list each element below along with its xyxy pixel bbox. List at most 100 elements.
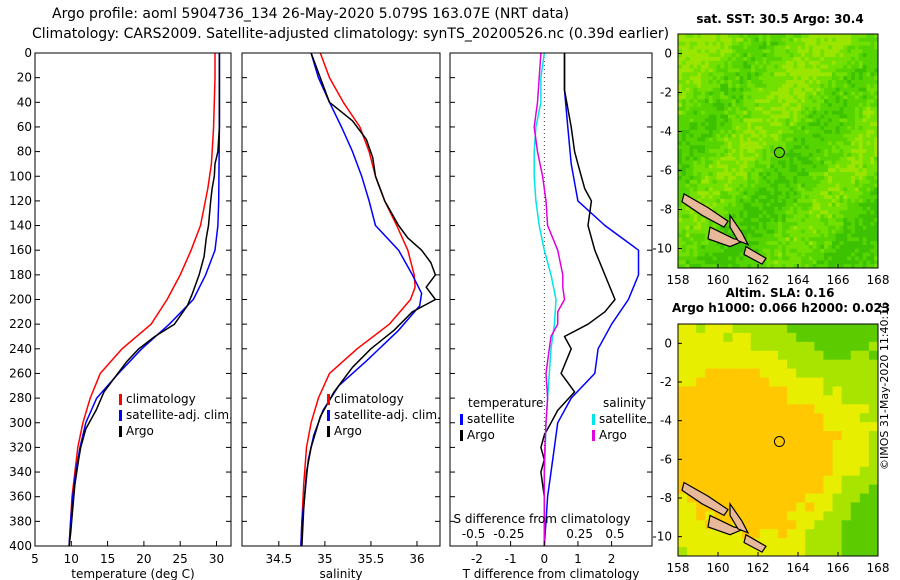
heatmap-cell: [758, 149, 764, 154]
heatmap-cell: [708, 114, 714, 119]
heatmap-cell: [804, 229, 810, 235]
heatmap-cell: [858, 152, 864, 158]
heatmap-cell: [704, 233, 710, 238]
heatmap-cell: [704, 149, 710, 154]
heatmap-cell: [835, 141, 841, 146]
heatmap-cell: [870, 256, 875, 261]
heatmap-cell: [693, 221, 698, 227]
heatmap-cell: [743, 99, 748, 104]
heatmap-cell: [870, 76, 875, 81]
heatmap-cell: [732, 538, 743, 548]
heatmap-cell: [781, 156, 787, 162]
heatmap-cell: [731, 126, 737, 131]
heatmap-cell: [843, 225, 848, 231]
heatmap-cell: [801, 80, 806, 85]
heatmap-cell: [766, 64, 771, 70]
heatmap-cell: [808, 210, 814, 215]
heatmap-cell: [778, 260, 783, 265]
heatmap-cell: [743, 45, 748, 50]
heatmap-cell: [781, 53, 787, 58]
heatmap-cell: [687, 368, 697, 379]
heatmap-cell: [704, 175, 710, 181]
heatmap-cell: [870, 91, 875, 96]
heatmap-cell: [808, 41, 814, 47]
heatmap-cell: [685, 237, 691, 242]
heatmap-cell: [689, 152, 694, 158]
heatmap-cell: [862, 126, 868, 131]
heatmap-cell: [754, 41, 760, 47]
heatmap-cell: [708, 206, 714, 212]
heatmap-cell: [797, 53, 802, 58]
heatmap-cell: [812, 145, 818, 150]
heatmap-cell: [793, 83, 798, 89]
heatmap-cell: [785, 34, 791, 39]
heatmap-cell: [732, 359, 743, 370]
heatmap-cell: [804, 133, 810, 139]
heatmap-cell: [854, 237, 860, 242]
heatmap-cell: [712, 133, 718, 139]
heatmap-cell: [866, 237, 871, 242]
heatmap-cell: [808, 45, 814, 50]
map-y-tick-label: -10: [652, 530, 672, 544]
island-shape: [743, 245, 767, 265]
heatmap-cell: [854, 264, 860, 268]
heatmap-cell: [851, 137, 856, 143]
heatmap-cell: [858, 218, 864, 223]
heatmap-cell: [728, 260, 733, 265]
heatmap-cell: [716, 87, 721, 93]
heatmap-cell: [743, 118, 748, 123]
heatmap-cell: [750, 529, 761, 539]
heatmap-cell: [728, 164, 733, 169]
heatmap-cell: [774, 83, 779, 89]
heatmap-cell: [801, 156, 806, 162]
legend-title-salinity: salinity: [603, 396, 646, 410]
heatmap-cell: [866, 214, 871, 219]
heatmap-cell: [820, 256, 825, 261]
heatmap-cell: [735, 57, 741, 62]
heatmap-cell: [843, 160, 848, 166]
y-tick-label: 120: [9, 194, 32, 208]
heatmap-cell: [766, 225, 771, 231]
heatmap-cell: [778, 332, 788, 343]
heatmap-cell: [678, 395, 688, 405]
heatmap-cell: [850, 511, 861, 521]
heatmap-cell: [747, 233, 752, 238]
heatmap-cell: [858, 202, 864, 208]
heatmap-cell: [739, 76, 744, 81]
heatmap-cell: [868, 422, 878, 432]
heatmap-cell: [847, 210, 852, 215]
heatmap-cell: [824, 145, 829, 150]
heatmap-cell: [839, 237, 844, 242]
heatmap-cell: [743, 95, 748, 100]
heatmap-cell: [828, 248, 833, 254]
heatmap-cell: [768, 520, 779, 530]
heatmap-cell: [812, 114, 818, 119]
heatmap-cell: [723, 448, 734, 459]
heatmap-cell: [747, 60, 752, 66]
heatmap-cell: [704, 103, 710, 108]
heatmap-cell: [735, 83, 741, 89]
heatmap-cell: [862, 141, 868, 146]
heatmap-cell: [701, 244, 706, 250]
heatmap-cell: [832, 422, 843, 432]
heatmap-cell: [808, 198, 814, 204]
heatmap-cell: [866, 191, 871, 196]
heatmap-cell: [697, 37, 702, 43]
heatmap-cell: [789, 53, 794, 58]
x-tick-label: -1: [505, 552, 517, 566]
heatmap-cell: [708, 76, 714, 81]
heatmap-cell: [828, 106, 833, 112]
heatmap-cell: [762, 133, 768, 139]
heatmap-cell: [793, 156, 798, 162]
heatmap-cell: [774, 87, 779, 93]
y-tick-label: 220: [9, 317, 32, 331]
heatmap-cell: [728, 34, 733, 39]
heatmap-cell: [843, 237, 848, 242]
heatmap-cell: [770, 91, 775, 96]
heatmap-cell: [770, 87, 775, 93]
heatmap-cell: [801, 191, 806, 196]
heatmap-cell: [712, 225, 718, 231]
heatmap-cell: [693, 57, 698, 62]
heatmap-cell: [831, 122, 837, 127]
heatmap-cell: [785, 149, 791, 154]
